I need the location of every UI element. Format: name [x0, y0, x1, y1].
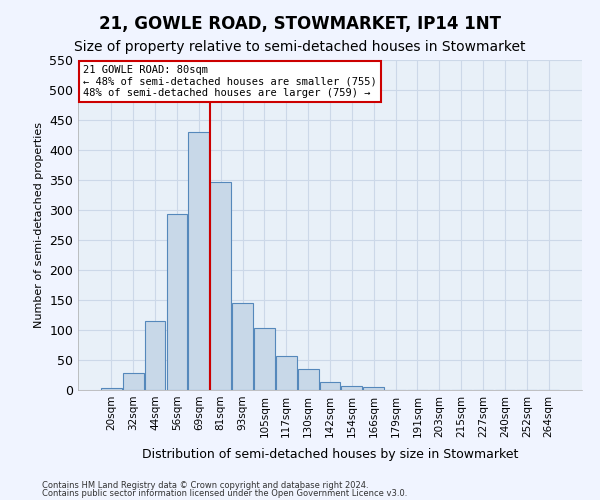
Bar [210, 182, 231, 390]
Bar [276, 356, 296, 390]
Bar [298, 369, 319, 390]
Bar [364, 387, 384, 390]
Text: Size of property relative to semi-detached houses in Stowmarket: Size of property relative to semi-detach… [74, 40, 526, 54]
Bar [341, 386, 362, 390]
Bar [123, 373, 143, 390]
Text: 21 GOWLE ROAD: 80sqm
← 48% of semi-detached houses are smaller (755)
48% of semi: 21 GOWLE ROAD: 80sqm ← 48% of semi-detac… [83, 65, 377, 98]
Bar [101, 388, 122, 390]
Bar [254, 328, 275, 390]
Y-axis label: Number of semi-detached properties: Number of semi-detached properties [34, 122, 44, 328]
Bar [232, 303, 253, 390]
Bar [320, 382, 340, 390]
Text: Contains public sector information licensed under the Open Government Licence v3: Contains public sector information licen… [42, 489, 407, 498]
Text: Contains HM Land Registry data © Crown copyright and database right 2024.: Contains HM Land Registry data © Crown c… [42, 480, 368, 490]
X-axis label: Distribution of semi-detached houses by size in Stowmarket: Distribution of semi-detached houses by … [142, 448, 518, 461]
Bar [167, 214, 187, 390]
Bar [188, 132, 209, 390]
Text: 21, GOWLE ROAD, STOWMARKET, IP14 1NT: 21, GOWLE ROAD, STOWMARKET, IP14 1NT [99, 15, 501, 33]
Bar [145, 321, 166, 390]
